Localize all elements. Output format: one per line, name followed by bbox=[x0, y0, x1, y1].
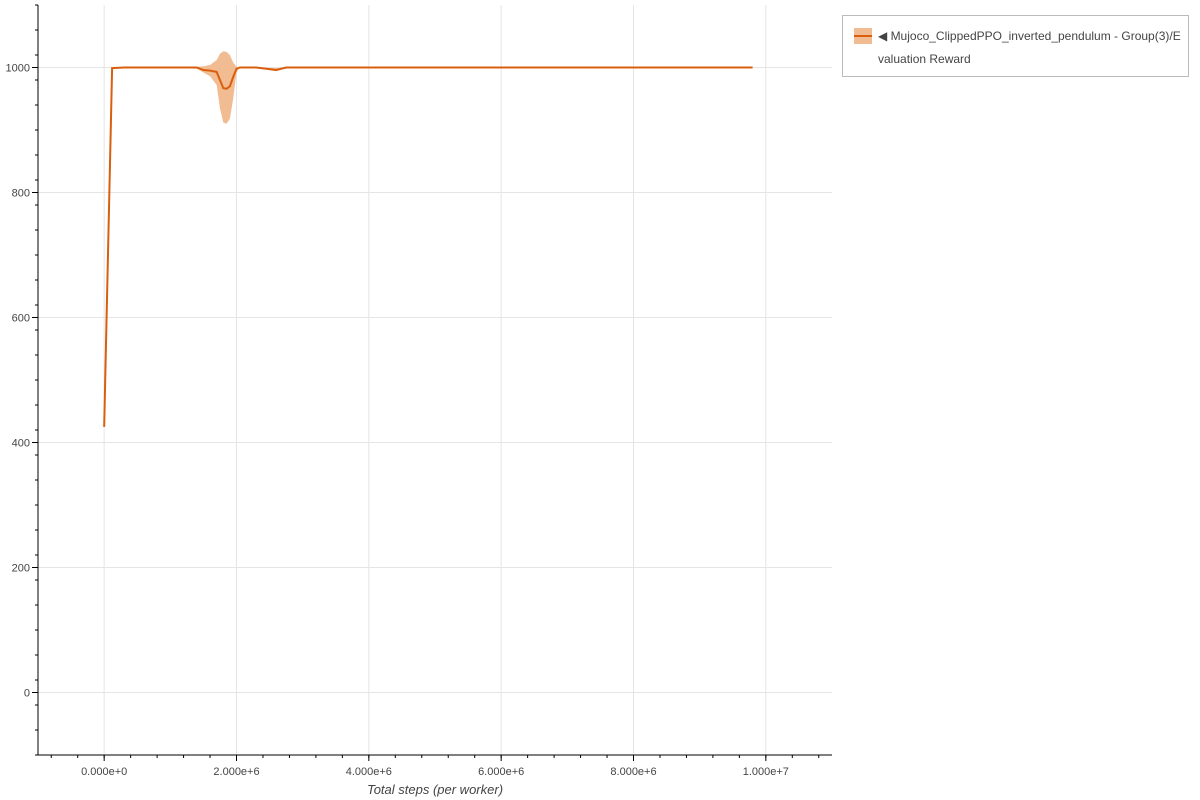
x-tick-label: 2.000e+6 bbox=[213, 766, 259, 778]
y-tick-label: 0 bbox=[24, 688, 30, 700]
y-tick-label: 200 bbox=[12, 563, 30, 575]
x-tick-label: 0.000e+0 bbox=[81, 766, 127, 778]
confidence-band bbox=[104, 51, 753, 427]
legend-swatch bbox=[854, 28, 872, 44]
legend: ◀ Mujoco_ClippedPPO_inverted_pendulum - … bbox=[842, 15, 1189, 77]
y-tick-label: 600 bbox=[12, 313, 30, 325]
y-tick-label: 1000 bbox=[6, 63, 30, 75]
x-tick-label: 6.000e+6 bbox=[478, 766, 524, 778]
legend-label[interactable]: ◀ Mujoco_ClippedPPO_inverted_pendulum - … bbox=[878, 29, 1181, 66]
series-line bbox=[103, 66, 753, 427]
y-tick-label: 800 bbox=[12, 188, 30, 200]
x-tick-label: 8.000e+6 bbox=[610, 766, 656, 778]
x-axis-label: Total steps (per worker) bbox=[367, 782, 503, 797]
y-tick-label: 400 bbox=[12, 438, 30, 450]
x-tick-label: 4.000e+6 bbox=[346, 766, 392, 778]
x-tick-label: 1.000e+7 bbox=[743, 766, 789, 778]
